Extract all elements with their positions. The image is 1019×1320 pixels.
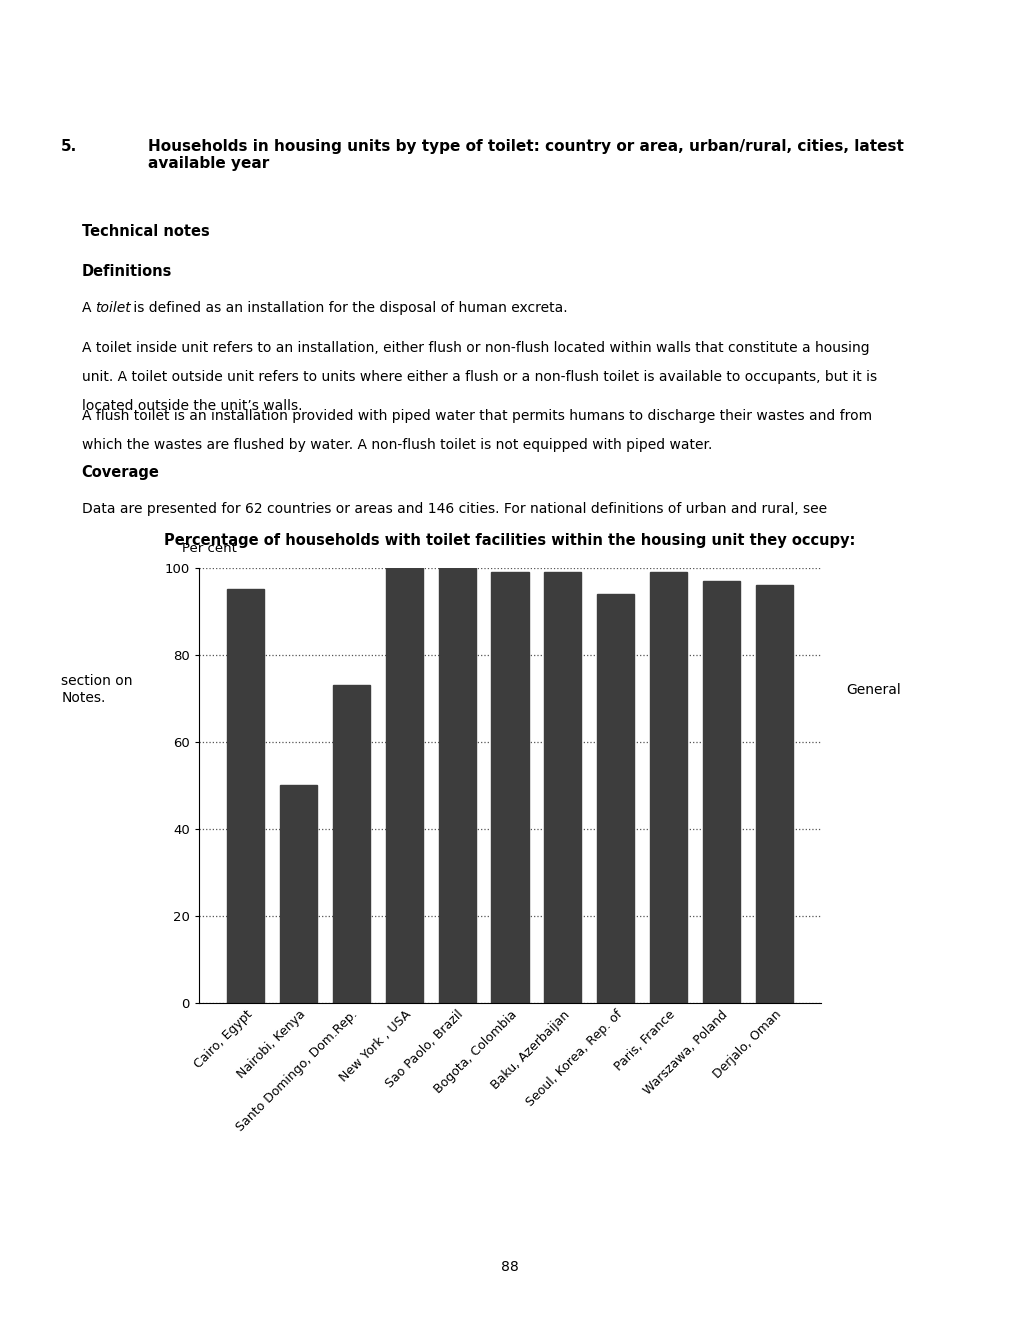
Text: Definitions: Definitions <box>82 264 172 279</box>
Bar <box>438 568 475 1003</box>
Bar <box>702 581 739 1003</box>
Bar <box>755 585 792 1003</box>
Bar <box>280 785 317 1003</box>
Bar <box>491 572 528 1003</box>
Bar <box>544 572 581 1003</box>
Text: is defined as an installation for the disposal of human excreta.: is defined as an installation for the di… <box>128 301 567 315</box>
Text: A toilet inside unit refers to an installation, either flush or non-flush locate: A toilet inside unit refers to an instal… <box>82 341 868 355</box>
Bar <box>332 685 370 1003</box>
Text: A: A <box>82 301 96 315</box>
Text: Per cent: Per cent <box>182 541 236 554</box>
Text: toilet: toilet <box>95 301 130 315</box>
Bar <box>597 594 634 1003</box>
Text: section on
Notes.: section on Notes. <box>61 675 132 705</box>
Text: A flush toilet is an installation provided with piped water that permits humans : A flush toilet is an installation provid… <box>82 409 871 424</box>
Text: 88: 88 <box>500 1261 519 1274</box>
Text: Technical notes: Technical notes <box>82 224 209 239</box>
Text: which the wastes are flushed by water. A non-flush toilet is not equipped with p: which the wastes are flushed by water. A… <box>82 438 711 453</box>
Text: unit. A toilet outside unit refers to units where either a flush or a non-flush : unit. A toilet outside unit refers to un… <box>82 370 876 384</box>
Bar <box>227 589 264 1003</box>
Bar <box>385 568 422 1003</box>
Text: Percentage of households with toilet facilities within the housing unit they occ: Percentage of households with toilet fac… <box>164 533 855 548</box>
Text: 5.: 5. <box>61 139 77 153</box>
Text: General: General <box>846 682 901 697</box>
Bar <box>649 572 687 1003</box>
Text: Households in housing units by type of toilet: country or area, urban/rural, cit: Households in housing units by type of t… <box>148 139 903 172</box>
Text: located outside the unit’s walls.: located outside the unit’s walls. <box>82 399 302 413</box>
Text: Data are presented for 62 countries or areas and 146 cities. For national defini: Data are presented for 62 countries or a… <box>82 502 826 516</box>
Text: Coverage: Coverage <box>82 465 159 479</box>
